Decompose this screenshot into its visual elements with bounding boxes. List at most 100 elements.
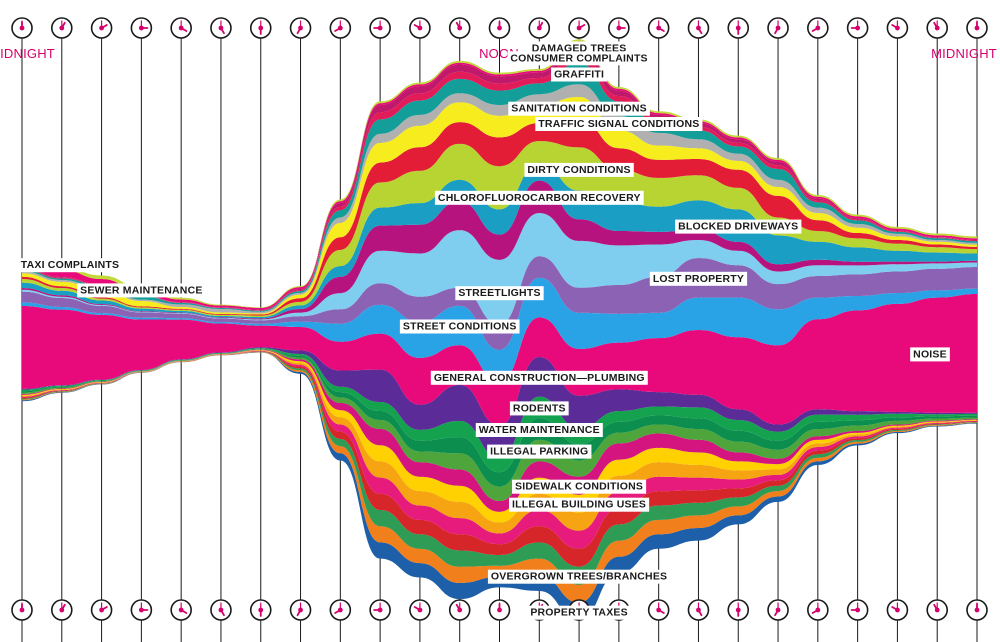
- clock-icon: [488, 599, 511, 621]
- clock-icon: [767, 599, 789, 621]
- stream-layer: [22, 39, 977, 308]
- category-label-background: [399, 319, 520, 334]
- category-label: SIDEWALK CONDITIONS: [512, 479, 647, 494]
- clock-icon: [289, 17, 312, 39]
- clock-icon: [727, 17, 750, 39]
- category-label: CONSUMER COMPLAINTS: [507, 51, 651, 66]
- category-label: NOISE: [910, 347, 950, 362]
- clock-icon: [647, 599, 670, 621]
- category-label-text: NOISE: [913, 348, 947, 360]
- clock-icon: [130, 17, 153, 39]
- category-label-background: [434, 190, 644, 205]
- clock-icon: [409, 17, 431, 39]
- category-label: DIRTY CONDITIONS: [524, 162, 634, 177]
- category-label: WATER MAINTENANCE: [475, 423, 603, 437]
- midnight-end-label: MIDNIGHT: [931, 46, 997, 61]
- category-label-background: [77, 283, 206, 298]
- category-label-text: LOST PROPERTY: [653, 273, 744, 285]
- category-label: OVERGROWN TREES/BRANCHES: [487, 569, 671, 584]
- category-label-text: SEWER MAINTENANCE: [80, 284, 202, 296]
- category-label-background: [910, 347, 950, 362]
- clock-icon: [926, 599, 949, 621]
- clock-icon: [50, 17, 73, 39]
- category-label: TAXI COMPLAINTS: [17, 258, 123, 273]
- category-label-text: STREETLIGHTS: [458, 287, 540, 299]
- category-label-background: [507, 51, 651, 66]
- category-label-text: ILLEGAL BUILDING USES: [512, 499, 646, 511]
- category-label: ILLEGAL BUILDING USES: [509, 497, 650, 512]
- category-label-background: [535, 117, 703, 131]
- category-label-text: SANITATION CONDITIONS: [511, 103, 647, 115]
- category-label-background: [675, 219, 802, 234]
- category-label: STREET CONDITIONS: [399, 319, 520, 334]
- clock-icon: [369, 17, 391, 39]
- clock-icon: [767, 17, 789, 39]
- clock-icon: [409, 599, 431, 621]
- clock-icon: [11, 599, 33, 621]
- clock-icon: [329, 17, 352, 39]
- clock-icon: [90, 599, 113, 621]
- clock-icon: [488, 17, 511, 39]
- category-label-background: [475, 423, 603, 437]
- clock-icon: [448, 599, 471, 621]
- clock-icon: [170, 599, 192, 621]
- clock-icon: [886, 17, 909, 39]
- clock-icon: [608, 17, 630, 39]
- clock-icon: [170, 17, 192, 39]
- top-clock-row: [11, 17, 988, 39]
- category-label-background: [508, 101, 650, 116]
- clock-icon: [249, 599, 272, 621]
- clock-icon: [807, 599, 829, 621]
- clock-icon: [249, 17, 272, 39]
- category-label-background: [17, 258, 123, 273]
- clock-icon: [50, 599, 73, 621]
- category-label-text: TAXI COMPLAINTS: [21, 259, 119, 271]
- category-label-text: TRAFFIC SIGNAL CONDITIONS: [538, 118, 699, 130]
- category-label-text: GRAFFITI: [554, 69, 604, 81]
- stream-layer: [22, 180, 977, 320]
- category-label: LOST PROPERTY: [649, 271, 748, 286]
- category-label-text: WATER MAINTENANCE: [479, 424, 600, 436]
- category-label-background: [509, 497, 650, 512]
- category-label-text: DIRTY CONDITIONS: [527, 164, 630, 176]
- clock-icon: [11, 17, 33, 39]
- stream-layer: [22, 162, 977, 319]
- clock-icon: [926, 17, 949, 39]
- category-label-background: [551, 67, 608, 82]
- category-label-background: [455, 286, 544, 301]
- category-label-background: [649, 271, 748, 286]
- clock-icon: [966, 17, 988, 39]
- category-label: BLOCKED DRIVEWAYS: [675, 219, 802, 234]
- clock-icon: [568, 17, 590, 39]
- category-label-background: [487, 569, 671, 584]
- clock-icon: [886, 599, 909, 621]
- stream-layer: [22, 213, 977, 325]
- category-label-text: SIDEWALK CONDITIONS: [515, 481, 643, 493]
- category-label-background: [509, 401, 569, 416]
- category-label-background: [512, 479, 647, 494]
- stream-layer: [22, 118, 977, 316]
- category-label-text: CONSUMER COMPLAINTS: [510, 52, 647, 64]
- category-label-background: [524, 162, 634, 177]
- category-label: CHLOROFLUOROCARBON RECOVERY: [434, 190, 644, 205]
- clock-icon: [727, 599, 750, 621]
- category-label-text: OVERGROWN TREES/BRANCHES: [491, 571, 667, 583]
- clock-icon: [329, 599, 352, 621]
- clock-icon: [807, 17, 829, 39]
- category-label-text: STREET CONDITIONS: [403, 321, 517, 333]
- clock-icon: [210, 17, 232, 39]
- category-label-text: PROPERTY TAXES: [530, 607, 628, 619]
- category-label-background: [430, 370, 648, 385]
- clock-icon: [687, 17, 710, 39]
- category-label-text: RODENTS: [513, 402, 566, 414]
- category-label: PROPERTY TAXES: [527, 605, 631, 620]
- category-label: RODENTS: [509, 401, 569, 416]
- clock-icon: [687, 599, 710, 621]
- clock-icon: [210, 599, 232, 621]
- clock-icon: [528, 17, 551, 39]
- stream-layer: [22, 294, 977, 426]
- category-label-text: BLOCKED DRIVEWAYS: [678, 221, 798, 233]
- midnight-start-label: MIDNIGHT: [0, 46, 55, 61]
